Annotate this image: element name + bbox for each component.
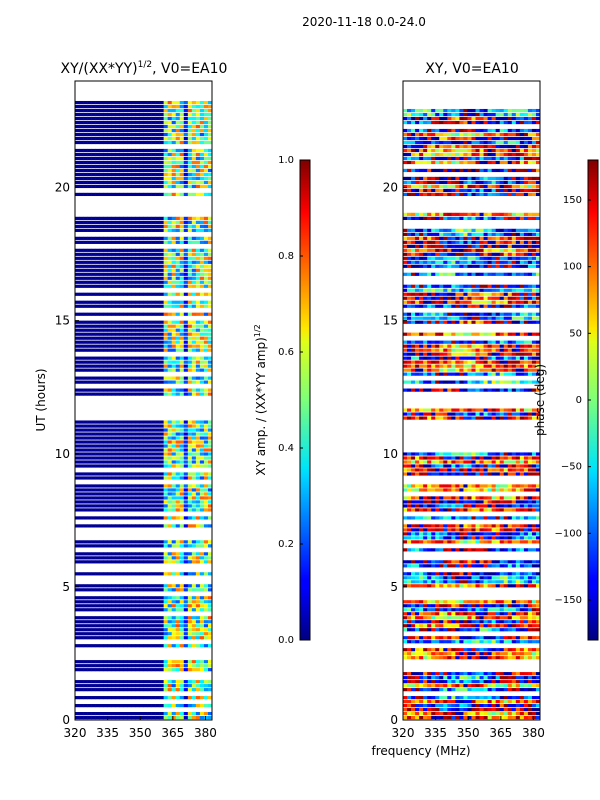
panel2-colorbar-tick-label: 0 [576, 395, 582, 406]
panel1-heatmap-image [75, 100, 213, 720]
panel2-colorbar-tick-label: −150 [555, 595, 582, 606]
panel1-x-axis: 320 335 350 365 380 [64, 716, 217, 740]
panel2-x-tick-label: 365 [489, 726, 512, 740]
figure-suptitle: 2020-11-18 0.0-24.0 [302, 15, 426, 29]
panel1-colorbar-tick-label: 0.2 [278, 539, 294, 550]
panel2-y-tick-label: 15 [383, 314, 398, 328]
panel2-colorbar-label: phase (deg) [533, 364, 547, 436]
panel1-colorbar [299, 159, 311, 641]
panel1-x-tick-label: 365 [161, 726, 184, 740]
panel1-colorbar-tick-label: 0.4 [278, 443, 294, 454]
panel2-y-tick-label: 0 [390, 713, 398, 727]
panel2-colorbar-tick-label: 150 [563, 195, 582, 206]
panel1-y-tick-label: 15 [55, 314, 70, 328]
panel2-colorbar-tick-label: −100 [555, 528, 582, 539]
panel2-x-axis: 320 335 350 365 380 [392, 716, 545, 740]
panel1-axes-frame [74, 80, 213, 721]
panel1-y-tick-label: 10 [55, 447, 70, 461]
panel1-colorbar-label: XY amp. / (XX*YY amp)1/2 [253, 324, 268, 475]
panel2-x-tick-label: 335 [424, 726, 447, 740]
figure-x-axis-label: frequency (MHz) [371, 744, 470, 758]
panel1-title-exponent: 1/2 [138, 60, 152, 70]
panel2-colorbar-tick-label: 50 [569, 328, 582, 339]
panel2-colorbar-ticks: −150 −100 −50 0 50 100 150 [555, 195, 591, 606]
panel1-title-main: XY/(XX*YY) [61, 61, 138, 77]
panel1-x-tick-label: 380 [194, 726, 217, 740]
panel2-heatmap-image [403, 108, 541, 720]
panel2-y-axis: 0 5 10 15 20 [383, 181, 407, 727]
panel1-x-tick-label: 320 [64, 726, 87, 740]
panel1-colorbar-ticks: 0.0 0.2 0.4 0.6 0.8 1.0 [278, 155, 303, 646]
panel1-y-axis-label: UT (hours) [34, 368, 48, 431]
panel1-title-suffix: , V0=EA10 [152, 61, 227, 77]
panel2-colorbar-tick-label: −50 [561, 462, 582, 473]
panel2-x-tick-label: 350 [457, 726, 480, 740]
panel2-colorbar-tick-label: 100 [563, 262, 582, 273]
panel1-y-tick-label: 5 [62, 580, 70, 594]
panel1-colorbar-tick-label: 0.6 [278, 347, 294, 358]
panel1-colorbar-tick-label: 1.0 [278, 155, 294, 166]
panel2-y-tick-label: 10 [383, 447, 398, 461]
panel2-title: XY, V0=EA10 [425, 61, 519, 77]
panel2-x-tick-label: 380 [522, 726, 545, 740]
panel1-y-tick-label: 20 [55, 181, 70, 195]
panel1-colorbar-tick-label: 0.0 [278, 635, 294, 646]
panel1-x-tick-label: 350 [129, 726, 152, 740]
panel1-colorbar-label-main: XY amp. / (XX*YY amp) [254, 337, 268, 475]
panel1-x-tick-label: 335 [96, 726, 119, 740]
panel1-colorbar-tick-label: 0.8 [278, 251, 294, 262]
panel1-y-axis: 0 5 10 15 20 [55, 181, 79, 727]
panel2-y-tick-label: 5 [390, 580, 398, 594]
panel1-title: XY/(XX*YY)1/2, V0=EA10 [61, 60, 228, 77]
panel2-axes-frame [402, 80, 541, 721]
panel2-x-tick-label: 320 [392, 726, 415, 740]
panel2-y-tick-label: 20 [383, 181, 398, 195]
panel1-colorbar-label-exponent: 1/2 [253, 324, 262, 337]
panel1-y-tick-label: 0 [62, 713, 70, 727]
